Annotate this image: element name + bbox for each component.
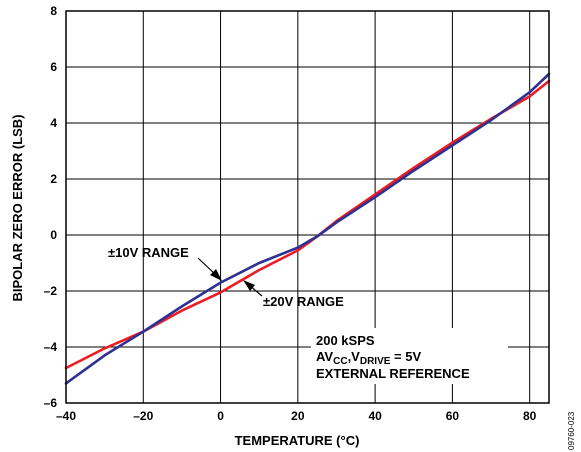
label-20v-range: ±20V RANGE	[263, 294, 344, 309]
x-tick-label: –20	[133, 409, 153, 423]
figure-id: 09760-023	[567, 411, 576, 450]
y-axis-title: BIPOLAR ZERO ERROR (LSB)	[10, 114, 25, 301]
x-tick-label: 20	[291, 409, 305, 423]
x-tick-label: 80	[523, 409, 537, 423]
y-tick-label: 2	[50, 172, 57, 186]
data-series	[64, 72, 551, 385]
y-tick-label: 6	[50, 60, 57, 74]
conditions-line-3: EXTERNAL REFERENCE	[316, 366, 470, 381]
x-axis-title: TEMPERATURE (°C)	[235, 433, 360, 448]
x-tick-label: 40	[368, 409, 382, 423]
x-tick-label: 0	[217, 409, 224, 423]
conditions-line-1: 200 kSPS	[316, 333, 375, 348]
x-tick-label: 60	[446, 409, 460, 423]
x-tick-label: –40	[56, 409, 76, 423]
y-tick-label: –2	[44, 284, 58, 298]
conditions-line-2: AVCC,VDRIVE = 5V	[316, 349, 421, 367]
y-tick-label: –4	[44, 340, 58, 354]
arrow-20v-head	[243, 280, 255, 291]
grid-lines	[66, 11, 549, 403]
y-tick-label: 8	[50, 4, 57, 18]
series-line-20v-range	[64, 79, 551, 370]
label-10v-range: ±10V RANGE	[108, 245, 189, 260]
series-line-10v-range	[64, 72, 551, 385]
y-tick-label: 4	[50, 116, 57, 130]
conditions-box-bg	[311, 328, 508, 384]
y-tick-label: –6	[44, 396, 58, 410]
arrow-10v-head	[210, 269, 222, 281]
y-tick-label: 0	[50, 228, 57, 242]
plot-frame	[65, 10, 550, 404]
